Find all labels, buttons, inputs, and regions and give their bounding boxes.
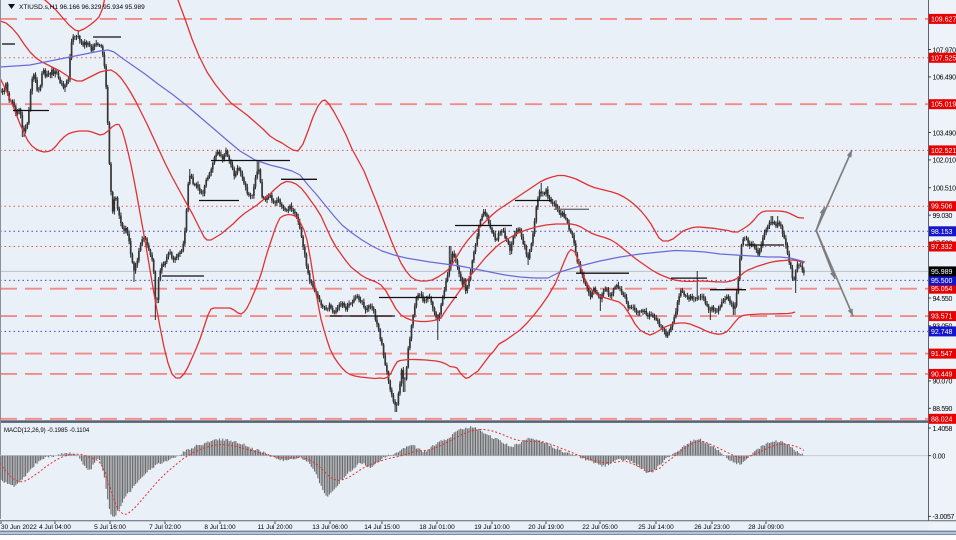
svg-text:109.627: 109.627	[931, 16, 956, 23]
svg-text:13 Jul 06:00: 13 Jul 06:00	[312, 524, 348, 531]
svg-text:98.153: 98.153	[931, 229, 953, 236]
svg-text:18 Jul 01:00: 18 Jul 01:00	[419, 524, 455, 531]
svg-text:93.571: 93.571	[931, 314, 953, 321]
svg-text:14 Jul 15:00: 14 Jul 15:00	[364, 524, 400, 531]
svg-text:19 Jul 10:00: 19 Jul 10:00	[474, 524, 510, 531]
svg-text:25 Jul 14:00: 25 Jul 14:00	[638, 524, 674, 531]
svg-text:100.510: 100.510	[933, 186, 956, 193]
svg-text:102.521: 102.521	[931, 148, 956, 155]
svg-text:88.590: 88.590	[933, 406, 953, 413]
svg-text:94.550: 94.550	[933, 296, 953, 303]
svg-text:30 Jun 2022: 30 Jun 2022	[1, 524, 37, 531]
svg-text:XTIUSD.s,H1 96.166 96.329 95.: XTIUSD.s,H1 96.166 96.329 95.934 95.989	[19, 4, 145, 11]
svg-text:105.019: 105.019	[931, 102, 956, 109]
svg-text:103.490: 103.490	[933, 130, 956, 137]
svg-text:8 Jul 11:00: 8 Jul 11:00	[204, 524, 236, 531]
svg-text:90.070: 90.070	[933, 379, 953, 386]
svg-text:107.525: 107.525	[931, 55, 956, 62]
svg-text:95.989: 95.989	[931, 269, 953, 276]
svg-text:106.490: 106.490	[933, 75, 956, 82]
svg-text:90.449: 90.449	[931, 371, 953, 378]
svg-text:MACD(12,26,9) -0.1985 -0.1104: MACD(12,26,9) -0.1985 -0.1104	[4, 428, 90, 434]
svg-text:11 Jul 20:00: 11 Jul 20:00	[258, 524, 293, 531]
svg-text:88.024: 88.024	[931, 416, 953, 423]
svg-text:97.332: 97.332	[931, 244, 953, 251]
svg-text:5 Jul 16:00: 5 Jul 16:00	[94, 524, 126, 531]
svg-text:0.00: 0.00	[933, 453, 946, 460]
svg-text:102.010: 102.010	[933, 158, 956, 165]
svg-text:95.500: 95.500	[931, 278, 953, 285]
svg-text:1.4058: 1.4058	[933, 426, 953, 433]
svg-text:4 Jul 04:00: 4 Jul 04:00	[39, 524, 71, 531]
svg-text:99.506: 99.506	[931, 204, 953, 211]
svg-text:99.030: 99.030	[933, 213, 953, 220]
svg-text:20 Jul 19:00: 20 Jul 19:00	[528, 524, 564, 531]
svg-text:95.054: 95.054	[931, 286, 953, 293]
svg-text:-3.0057: -3.0057	[933, 514, 955, 521]
svg-text:7 Jul 02:00: 7 Jul 02:00	[149, 524, 181, 531]
svg-text:26 Jul 23:00: 26 Jul 23:00	[694, 524, 730, 531]
svg-text:22 Jul 05:00: 22 Jul 05:00	[582, 524, 618, 531]
svg-text:92.748: 92.748	[931, 329, 953, 336]
svg-text:91.547: 91.547	[931, 351, 953, 358]
svg-text:28 Jul 09:00: 28 Jul 09:00	[748, 524, 784, 531]
